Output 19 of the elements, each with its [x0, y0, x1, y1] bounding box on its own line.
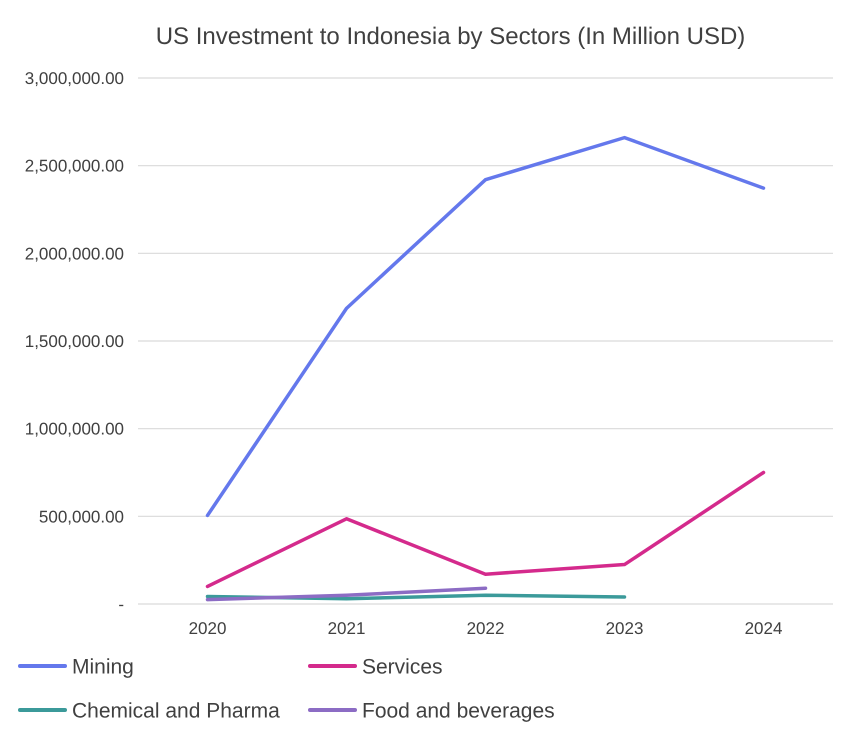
y-tick-label: 3,000,000.00	[24, 68, 124, 88]
y-tick-label: -	[118, 594, 124, 614]
y-tick-label: 500,000.00	[38, 507, 124, 526]
y-tick-label: 1,500,000.00	[24, 332, 124, 351]
y-tick-label: 2,000,000.00	[24, 244, 124, 264]
line-series	[206, 136, 766, 518]
legend-label: Chemical and Pharma	[72, 699, 280, 722]
y-tick-label: 2,500,000.00	[24, 156, 124, 176]
x-tick-label: 2022	[466, 619, 504, 638]
x-tick-label: 2020	[188, 619, 226, 638]
legend-label: Mining	[72, 655, 134, 678]
x-tick-label: 2023	[606, 619, 644, 638]
legend-label: Food and beverages	[362, 699, 555, 722]
chart-title: US Investment to Indonesia by Sectors (In Million USD)	[156, 23, 746, 50]
y-tick-label: 1,000,000.00	[24, 420, 124, 439]
x-tick-label: 2024	[744, 619, 782, 638]
line-series	[206, 470, 766, 588]
x-tick-label: 2021	[328, 619, 366, 638]
legend-label: Services	[362, 655, 443, 678]
